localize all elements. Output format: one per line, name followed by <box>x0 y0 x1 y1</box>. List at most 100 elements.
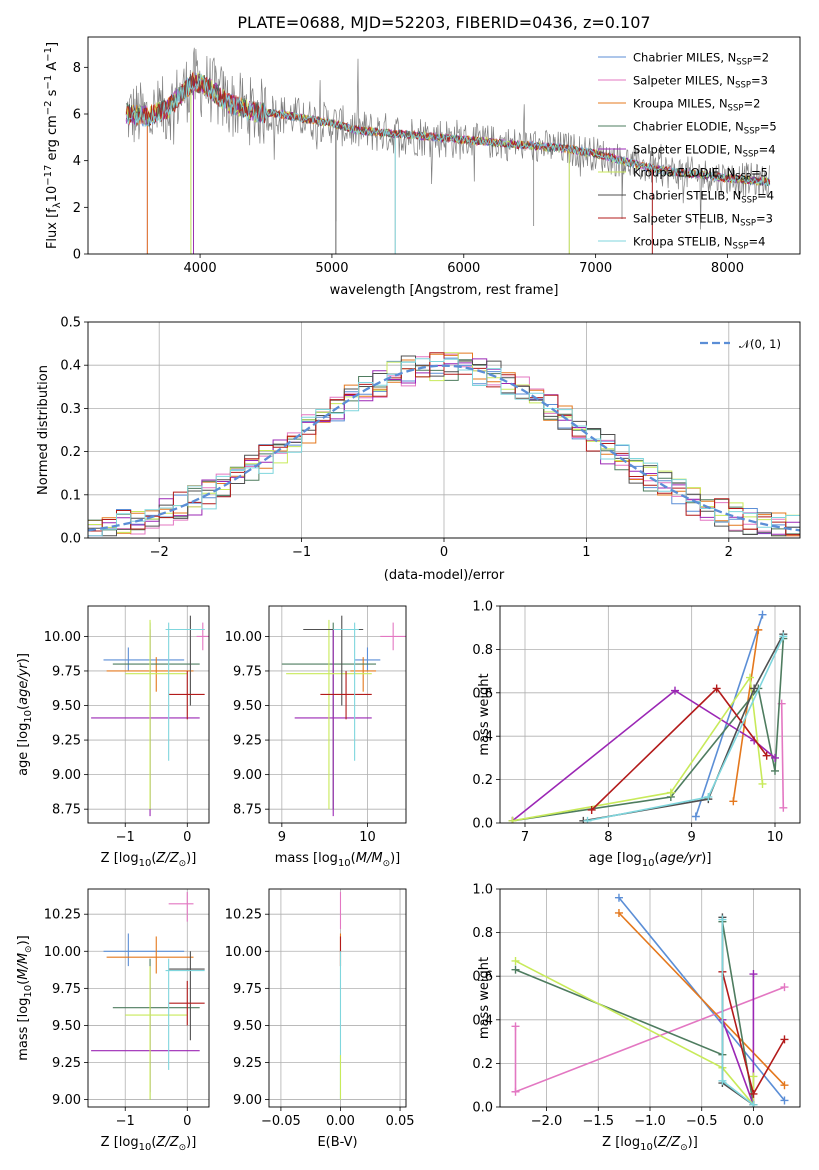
weight-marker-salpeter_elodie <box>771 753 779 762</box>
legend-entry: 𝒩(0, 1) <box>739 337 781 351</box>
y-label-part: s <box>45 89 60 100</box>
x-tick-label: 8 <box>604 830 612 845</box>
legend-val: =3 <box>751 74 768 88</box>
x-axis-label: Z [log10(Z/Z⊙)] <box>602 1135 698 1153</box>
weight-marker-chabrier_stelib <box>750 684 759 693</box>
plot-area <box>88 352 800 537</box>
legend-entry: Kroupa ELODIE, NSSP=5 <box>633 166 768 183</box>
x-tick-label: 2 <box>725 545 733 560</box>
axes-frame <box>499 888 801 1108</box>
legend-entry: Salpeter MILES, NSSP=3 <box>633 74 768 91</box>
weight-marker-salpeter_miles <box>780 983 789 992</box>
x-label-main: age [log <box>589 851 642 866</box>
weight-marker-kroupa_stelib <box>779 632 788 641</box>
x-label-sub: 10 <box>139 858 152 869</box>
y-tick-label: 10.00 <box>44 945 81 960</box>
label-part: )] <box>16 935 31 945</box>
y-tick-label: 0.2 <box>472 1057 493 1072</box>
weight-line-chabrier_miles <box>695 614 764 817</box>
y-tick-label: 9.75 <box>52 664 81 679</box>
axes-frame <box>87 605 210 824</box>
y-tick-label: 10.00 <box>44 630 81 645</box>
axes-frame <box>268 888 407 1108</box>
x-tick-label: 10 <box>767 830 784 845</box>
y-tick-label: 0.0 <box>472 817 493 832</box>
y-axis-label-text: mass weight <box>477 673 492 755</box>
weight-marker-kroupa_elodie <box>746 673 754 682</box>
x-tick-label: −0.05 <box>261 1114 301 1129</box>
y-tick-label: 6 <box>73 108 81 123</box>
legend-entry: Kroupa STELIB, NSSP=4 <box>633 235 765 252</box>
legend-val: =4 <box>757 189 774 203</box>
x-label-part: ( <box>151 851 156 866</box>
plot-area <box>281 615 406 817</box>
weight-marker-salpeter_miles <box>779 803 788 812</box>
y-label-main: age [log <box>16 723 31 776</box>
y-axis-label: mass weight <box>477 673 492 755</box>
x-tick-label: −1 <box>292 545 311 560</box>
panel-residual_histogram: −2 −1 0 1 2 0.0 0.1 0.2 0.3 0.4 0.5 𝒩(0, 1) (data-mo… <box>36 316 801 583</box>
weight-marker-kroupa_elodie <box>666 788 675 797</box>
y-axis-label-text: Normed distribution <box>36 365 51 495</box>
legend-sub: SSP <box>735 173 751 183</box>
axes-frame <box>268 605 407 824</box>
x-tick-label: 7000 <box>579 261 612 276</box>
plot-area <box>91 615 209 817</box>
weight-marker-kroupa_stelib <box>718 1076 727 1085</box>
axes-frame <box>87 36 801 255</box>
x-tick-label: −1.5 <box>582 1114 614 1129</box>
legend-text: Chabrier MILES, N <box>633 51 736 65</box>
x-label-main: Z [log <box>101 851 139 866</box>
label-part: )] <box>390 851 400 866</box>
y-tick-label: 9.75 <box>52 982 81 997</box>
x-axis-label-text: wavelength [Angstrom, rest frame] <box>330 283 559 298</box>
legend-entry: Salpeter STELIB, NSSP=3 <box>633 212 773 229</box>
y-tick-label: 0.1 <box>60 488 81 503</box>
legend-sub: SSP <box>744 127 760 137</box>
y-tick-label: 4 <box>73 154 81 169</box>
legend-text: Kroupa MILES, N <box>633 97 728 111</box>
label-part: ( <box>351 851 356 866</box>
x-tick-label: 5000 <box>315 261 348 276</box>
weight-marker-kroupa_miles <box>780 1081 789 1090</box>
y-tick-label: 10.00 <box>225 630 262 645</box>
x-label-part: ( <box>653 1135 658 1150</box>
y-tick-label: 9.00 <box>233 1093 262 1108</box>
x-tick-label: 4000 <box>184 261 217 276</box>
weight-marker-chabrier_miles <box>758 610 767 619</box>
x-tick-label: 0 <box>440 545 448 560</box>
histogram-kroupa_stelib <box>88 358 800 537</box>
x-axis-label: E(B-V) <box>317 1135 357 1150</box>
x-tick-label: 10 <box>359 830 376 845</box>
y-tick-label: 1.0 <box>472 883 493 898</box>
legend-sub: SSP <box>740 219 756 229</box>
y-tick-label: 0.4 <box>472 1013 493 1028</box>
y-tick-label: 9.75 <box>233 982 262 997</box>
legend-sub: SSP <box>743 150 759 160</box>
legend-sub: SSP <box>741 196 757 206</box>
y-label-sup: −1 <box>43 47 54 62</box>
legend-text: Salpeter MILES, N <box>633 74 735 88</box>
legend-entry: Chabrier STELIB, NSSP=4 <box>633 189 774 206</box>
x-axis-label: wavelength [Angstrom, rest frame] <box>330 283 559 298</box>
y-axis-label: mass weight <box>477 957 492 1039</box>
axes-frame <box>499 605 801 824</box>
legend-sub: SSP <box>733 242 749 252</box>
y-label-part: ] <box>45 42 60 47</box>
plot-area <box>511 893 789 1107</box>
x-label-sub: ⊙ <box>680 1143 688 1153</box>
y-tick-label: 0.0 <box>472 1101 493 1116</box>
weight-marker-salpeter_miles <box>511 1087 520 1096</box>
y-label-main: mass [log <box>16 998 31 1061</box>
legend-text: Salpeter STELIB, N <box>633 212 740 226</box>
y-tick-label: 0.0 <box>60 532 81 547</box>
y-axis-label: age [log10(age/yr)] <box>16 653 34 776</box>
x-label-part: )] <box>688 1135 698 1150</box>
grid-lines <box>269 606 406 823</box>
weight-line-salpeter_miles <box>780 703 785 808</box>
label-part: age/yr <box>660 851 703 866</box>
y-label-main: Flux [f <box>45 208 60 249</box>
